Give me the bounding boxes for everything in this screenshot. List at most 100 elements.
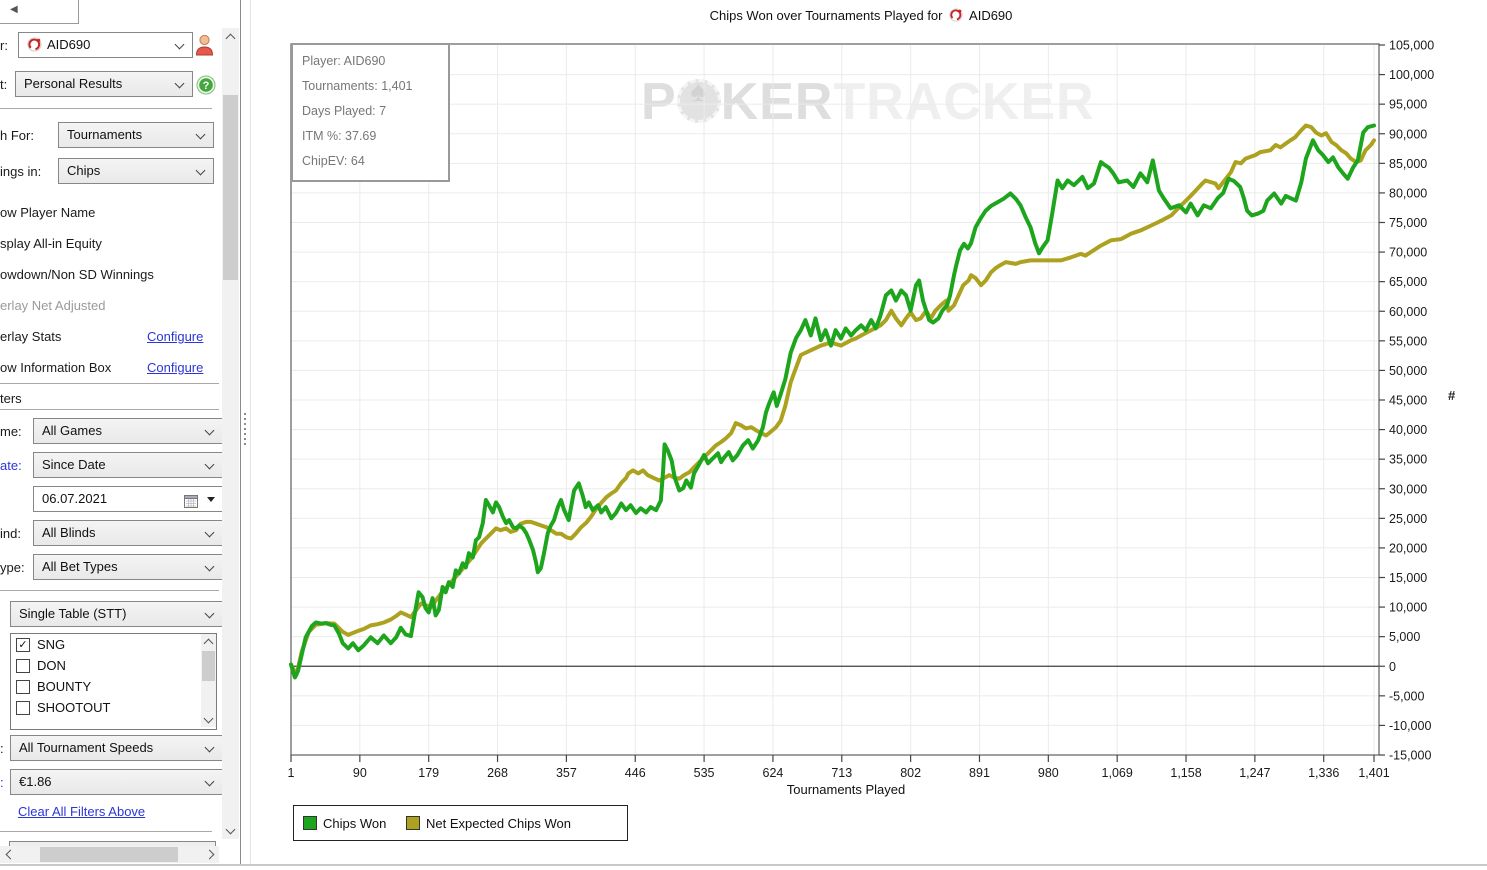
y-tick-label: 45,000: [1389, 394, 1427, 408]
splitter-hash-handle[interactable]: #: [1448, 388, 1456, 403]
table-type-combobox[interactable]: Single Table (STT): [10, 601, 223, 627]
scrollbar-thumb[interactable]: [40, 847, 178, 862]
speed-filter-combobox[interactable]: All Tournament Speeds: [10, 735, 223, 761]
configure-link[interactable]: Configure: [147, 329, 204, 344]
partial-combobox[interactable]: [9, 841, 216, 847]
listbox-scrollbar[interactable]: [201, 634, 216, 727]
checkbox-unchecked-icon[interactable]: [16, 659, 30, 673]
legend-item-net-expected: Net Expected Chips Won: [406, 816, 571, 831]
filters-section-header: ters: [0, 391, 22, 406]
y-tick-label: -10,000: [1389, 719, 1431, 733]
scrollbar-thumb[interactable]: [202, 651, 215, 681]
chevron-down-icon: [204, 561, 215, 572]
chart-panel: P ♠ KERTRACKER Chips Won over Tournaments …: [250, 0, 1487, 864]
collapse-panel-icon[interactable]: ◀: [10, 4, 18, 15]
scroll-left-icon[interactable]: [0, 846, 17, 863]
info-box-line-5: ChipEV: 64: [302, 154, 365, 168]
legend-label: Net Expected Chips Won: [426, 816, 571, 831]
speed-filter-label: :: [0, 741, 4, 756]
game-type-row-bounty[interactable]: BOUNTY: [11, 676, 216, 697]
option-5[interactable]: erlay Stats: [0, 329, 62, 344]
chevron-down-icon: [204, 742, 215, 753]
game-filter-combobox[interactable]: All Games: [33, 418, 223, 444]
y-tick-label: 100,000: [1389, 68, 1434, 82]
report-combobox[interactable]: Personal Results: [15, 71, 193, 97]
y-tick-label: 10,000: [1389, 601, 1427, 615]
bet-type-filter-value: All Bet Types: [42, 559, 118, 574]
y-tick-label: 15,000: [1389, 571, 1427, 585]
panel-splitter[interactable]: [241, 0, 250, 864]
option-3[interactable]: owdown/Non SD Winnings: [0, 267, 154, 282]
table-type-value: Single Table (STT): [19, 606, 127, 621]
y-tick-label: 50,000: [1389, 364, 1427, 378]
blind-filter-value: All Blinds: [42, 525, 96, 540]
bet-type-filter-combobox[interactable]: All Bet Types: [33, 554, 223, 580]
blind-filter-combobox[interactable]: All Blinds: [33, 520, 223, 546]
calendar-icon[interactable]: [184, 492, 198, 511]
chevron-down-icon: [204, 459, 215, 470]
y-tick-label: 40,000: [1389, 423, 1427, 437]
configure-link[interactable]: Configure: [147, 360, 204, 375]
option-1[interactable]: ow Player Name: [0, 205, 96, 220]
checkbox-unchecked-icon[interactable]: [16, 680, 30, 694]
svg-text:?: ?: [203, 80, 210, 92]
x-tick-label: 891: [969, 766, 990, 780]
scroll-down-icon[interactable]: [222, 822, 239, 839]
chevron-down-icon: [195, 165, 206, 176]
info-box-line-4: ITM %: 37.69: [302, 129, 377, 143]
x-axis-title: Tournaments Played: [786, 782, 906, 797]
chart-title: Chips Won over Tournaments Played for AI…: [561, 8, 1161, 23]
graph-for-combobox[interactable]: Tournaments: [58, 122, 214, 148]
scrollbar-thumb[interactable]: [223, 95, 238, 280]
scroll-right-icon[interactable]: [202, 846, 219, 863]
pokertracker-logo-icon: [949, 8, 963, 22]
legend-item-chips-won: Chips Won: [303, 816, 386, 831]
x-tick-label: 1,247: [1239, 766, 1270, 780]
date-filter-combobox[interactable]: Since Date: [33, 452, 223, 478]
buyin-filter-value: €1.86: [19, 774, 52, 789]
option-2[interactable]: splay All-in Equity: [0, 236, 102, 251]
legend-swatch-green: [303, 816, 317, 830]
scroll-up-icon[interactable]: [201, 634, 216, 649]
x-tick-label: 1,069: [1102, 766, 1133, 780]
x-tick-label: 446: [625, 766, 646, 780]
x-tick-label: 1,336: [1308, 766, 1339, 780]
game-type-listbox[interactable]: ✓ SNG DON BOUNTY SHOOTOUT: [10, 633, 217, 730]
scroll-up-icon[interactable]: [222, 28, 239, 45]
clear-all-filters-link[interactable]: Clear All Filters Above: [18, 804, 146, 819]
x-tick-label: 357: [556, 766, 577, 780]
winnings-in-combobox[interactable]: Chips: [58, 158, 214, 184]
sidebar-vertical-scrollbar[interactable]: [222, 28, 239, 839]
scroll-down-icon[interactable]: [201, 712, 216, 727]
date-input[interactable]: 06.07.2021: [33, 486, 223, 512]
buyin-filter-combobox[interactable]: €1.86: [10, 769, 223, 795]
graph-for-value: Tournaments: [67, 127, 143, 142]
report-value: Personal Results: [24, 76, 123, 91]
x-tick-label: 1,401: [1358, 766, 1389, 780]
date-dropdown-icon[interactable]: [207, 497, 215, 502]
buyin-filter-label: :: [0, 775, 4, 790]
game-type-row-don[interactable]: DON: [11, 655, 216, 676]
player-avatar-icon[interactable]: [194, 33, 215, 61]
info-box-line-2: Tournaments: 1,401: [302, 79, 413, 93]
y-tick-label: 25,000: [1389, 512, 1427, 526]
option-6[interactable]: ow Information Box: [0, 360, 112, 375]
game-type-row-shootout[interactable]: SHOOTOUT: [11, 697, 216, 718]
help-icon[interactable]: ?: [196, 75, 216, 100]
player-value: AID690: [47, 37, 91, 52]
y-tick-label: 55,000: [1389, 334, 1427, 348]
pokertracker-logo-icon: [27, 37, 42, 52]
player-combobox[interactable]: AID690: [18, 32, 193, 58]
checkbox-checked-icon[interactable]: ✓: [16, 638, 30, 652]
sidebar-horizontal-scrollbar[interactable]: [0, 846, 219, 863]
game-filter-value: All Games: [42, 423, 102, 438]
option-4: erlay Net Adjusted: [0, 298, 106, 313]
speed-filter-value: All Tournament Speeds: [19, 740, 154, 755]
game-type-label: BOUNTY: [37, 679, 92, 694]
chevron-down-icon: [204, 608, 215, 619]
chart-plot[interactable]: 1 90 179 268 357 446 535 624 713 802 891 980 1,069 1,…: [251, 0, 1487, 864]
checkbox-unchecked-icon[interactable]: [16, 701, 30, 715]
y-tick-label: 85,000: [1389, 157, 1427, 171]
game-type-row-sng[interactable]: ✓ SNG: [11, 634, 216, 655]
y-tick-label: -5,000: [1389, 689, 1424, 703]
